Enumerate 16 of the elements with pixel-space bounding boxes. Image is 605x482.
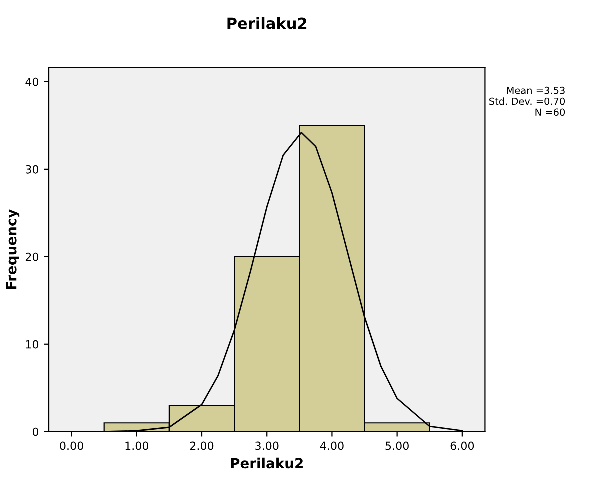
x-tick-label: 2.00 <box>190 442 214 450</box>
chart-title: Perilaku2 <box>228 17 307 30</box>
x-tick-label: 4.00 <box>320 442 344 450</box>
x-tick-label: 3.00 <box>256 442 279 450</box>
y-axis-title: Frequency <box>6 210 20 290</box>
y-tick-label: 20 <box>26 252 39 262</box>
x-axis-title: Perilaku2 <box>231 458 303 469</box>
y-tick-label: 10 <box>26 340 39 349</box>
x-tick-label: 1.00 <box>126 442 149 450</box>
x-tick-label: 0.00 <box>60 442 84 450</box>
x-tick-label: 5.00 <box>386 442 409 450</box>
x-tick-label: 6.00 <box>450 442 474 450</box>
y-tick-label: 30 <box>26 165 39 174</box>
y-tick-label: 0 <box>32 428 39 436</box>
text: Mean =3.53 Std. Dev. =0.70 N =60 <box>490 86 566 116</box>
y-tick-label: 40 <box>26 78 39 86</box>
